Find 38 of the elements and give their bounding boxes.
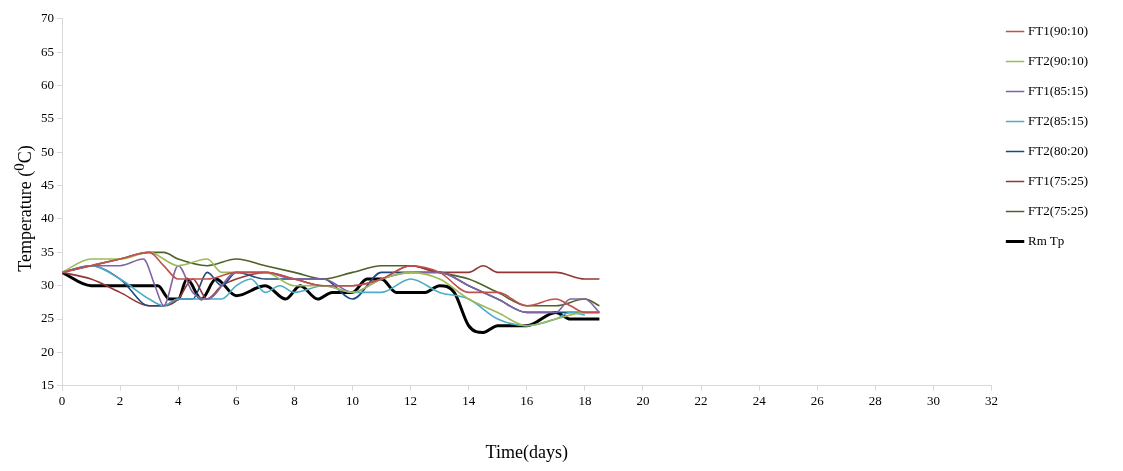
x-tick-label: 0 xyxy=(58,393,66,409)
x-tick-label: 32 xyxy=(985,393,999,409)
y-tick-label: 65 xyxy=(41,43,54,59)
legend-label: FT2(80:20) xyxy=(1028,142,1089,158)
y-tick-label: 15 xyxy=(41,377,54,393)
x-tick-label: 28 xyxy=(868,393,882,409)
legend-label: Rm Tp xyxy=(1028,232,1065,248)
x-tick-label: 30 xyxy=(926,393,940,409)
y-tick-label: 55 xyxy=(41,110,54,126)
x-tick-label: 14 xyxy=(462,393,476,409)
y-tick-label: 25 xyxy=(41,310,54,326)
x-tick-label: 20 xyxy=(636,393,650,409)
x-tick-label: 4 xyxy=(174,393,182,409)
legend-label: FT2(75:25) xyxy=(1028,202,1089,218)
x-tick-label: 16 xyxy=(520,393,534,409)
legend-label: FT2(85:15) xyxy=(1028,112,1089,128)
y-tick-label: 40 xyxy=(41,210,54,226)
x-tick-label: 6 xyxy=(233,393,241,409)
legend-label: FT2(90:10) xyxy=(1028,52,1089,68)
y-tick-label: 60 xyxy=(41,76,54,92)
y-tick-label: 70 xyxy=(41,10,54,26)
legend-label: FT1(90:10) xyxy=(1028,22,1089,38)
legend-label: FT1(85:15) xyxy=(1028,82,1089,98)
x-tick-label: 22 xyxy=(694,393,708,409)
x-tick-label: 8 xyxy=(291,393,298,409)
x-tick-label: 10 xyxy=(345,393,359,409)
x-axis-title: Time(days) xyxy=(485,441,568,463)
y-tick-label: 50 xyxy=(41,143,54,159)
x-tick-label: 24 xyxy=(752,393,767,409)
x-tick-label: 12 xyxy=(404,393,418,409)
x-tick-label: 2 xyxy=(116,393,124,409)
y-tick-label: 20 xyxy=(41,343,54,359)
y-tick-label: 35 xyxy=(41,243,54,259)
legend-label: FT1(75:25) xyxy=(1028,172,1089,188)
x-tick-label: 26 xyxy=(810,393,825,409)
y-tick-label: 30 xyxy=(41,277,54,293)
x-tick-label: 18 xyxy=(578,393,592,409)
y-tick-label: 45 xyxy=(41,177,54,193)
